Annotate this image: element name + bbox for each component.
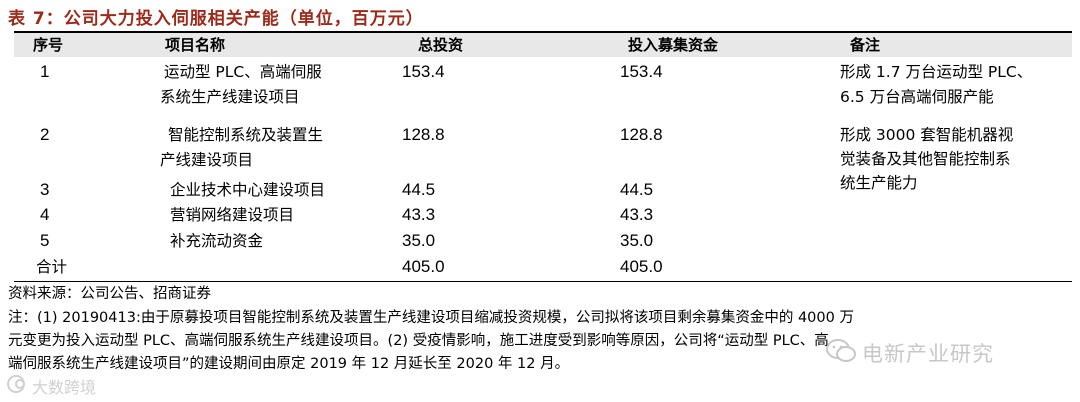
row3-name: 企业技术中心建设项目 (170, 181, 326, 199)
row1-investment: 153.4 (402, 62, 445, 81)
row5-seq: 5 (40, 231, 50, 250)
row5-funds: 35.0 (620, 231, 654, 250)
watermark-left: 大数跨境 (6, 374, 96, 398)
row3-investment: 44.5 (402, 180, 436, 199)
row2-note-line3: 统生产能力 (840, 174, 918, 192)
table-bottom-rule (14, 281, 1072, 282)
wechat-icon (826, 338, 856, 368)
table-header-background (14, 33, 1072, 57)
row3-funds: 44.5 (620, 180, 654, 199)
header-funds: 投入募集资金 (628, 36, 719, 54)
row5-name: 补充流动资金 (170, 232, 264, 250)
table-title: 表 7：公司大力投入伺服相关产能（单位，百万元） (8, 9, 424, 29)
row4-name: 营销网络建设项目 (170, 206, 295, 224)
row4-seq: 4 (40, 205, 50, 224)
header-investment: 总投资 (418, 36, 464, 54)
row2-investment: 128.8 (402, 125, 445, 144)
row1-funds: 153.4 (620, 62, 663, 81)
row4-investment: 43.3 (402, 205, 436, 224)
row2-note: 形成 3000 套智能机器视 觉装备及其他智能控制系 统生产能力 (840, 123, 1013, 195)
header-name: 项目名称 (165, 36, 226, 54)
table-top-rule (14, 31, 1072, 33)
total-investment: 405.0 (402, 257, 445, 276)
header-note: 备注 (850, 36, 881, 54)
watermark-right: 电新产业研究 (826, 338, 994, 368)
header-seq: 序号 (33, 36, 64, 54)
row2-funds: 128.8 (620, 125, 663, 144)
row3-seq: 3 (40, 180, 50, 199)
row5-investment: 35.0 (402, 231, 436, 250)
row1-note-line1: 形成 1.7 万台运动型 PLC、 (840, 63, 1033, 81)
row1-note-line2: 6.5 万台高端伺服产能 (840, 88, 994, 106)
total-funds: 405.0 (620, 257, 663, 276)
row2-note-line2: 觉装备及其他智能控制系 (840, 150, 1011, 168)
row2-note-line1: 形成 3000 套智能机器视 (840, 126, 1014, 144)
watermark-right-text: 电新产业研究 (862, 342, 994, 366)
watermark-left-text: 大数跨境 (32, 378, 97, 397)
footnote-line1: 注：(1) 20190413:由于原募投项目智能控制系统及装置生产线建设项目缩减… (8, 310, 854, 326)
row1-name-line2: 系统生产线建设项目 (160, 88, 300, 106)
row1-name-line1: 运动型 PLC、高端伺服 (164, 63, 322, 81)
row2-name-line1: 智能控制系统及装置生 (168, 126, 324, 144)
footnote-line3: 端伺服系统生产线建设项目”的建设期间由原定 2019 年 12 月延长至 202… (8, 356, 570, 372)
row2-seq: 2 (40, 125, 50, 144)
footnote-line2: 元变更为投入运动型 PLC、高端伺服系统生产线建设项目。(2) 受疫情影响，施工… (8, 333, 829, 349)
source-line: 资料来源：公司公告、招商证券 (8, 286, 211, 302)
row4-funds: 43.3 (620, 205, 654, 224)
row1-seq: 1 (40, 62, 50, 81)
brand-logo-icon (6, 374, 28, 398)
total-label: 合计 (36, 258, 68, 276)
row2-name-line2: 产线建设项目 (160, 151, 254, 169)
